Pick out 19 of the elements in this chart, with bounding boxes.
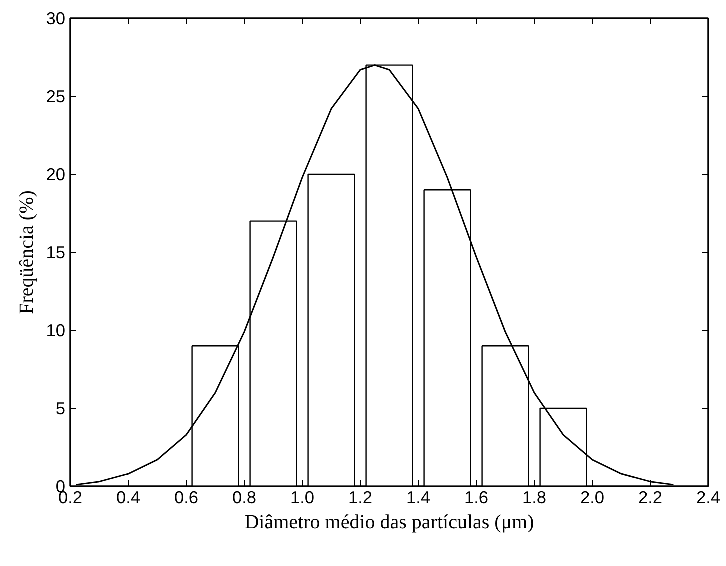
x-tick-label: 1.6 <box>464 488 489 508</box>
x-tick-label: 2.4 <box>696 488 721 508</box>
x-tick-label: 0.6 <box>174 488 199 508</box>
x-tick-label: 1.4 <box>406 488 431 508</box>
y-tick-label: 20 <box>46 164 66 184</box>
x-tick-label: 1.2 <box>348 488 373 508</box>
y-tick-label: 30 <box>46 8 66 28</box>
y-axis-title: Freqüência (%) <box>16 190 38 314</box>
x-tick-label: 2.0 <box>580 488 605 508</box>
x-tick-label: 1.0 <box>290 488 315 508</box>
y-tick-label: 25 <box>46 86 66 106</box>
y-tick-label: 10 <box>46 320 66 340</box>
y-tick-label: 15 <box>46 242 66 262</box>
y-tick-label: 5 <box>56 398 66 418</box>
x-axis-title: Diâmetro médio das partículas (μm) <box>244 512 534 534</box>
x-tick-label: 0.4 <box>116 488 141 508</box>
x-tick-label: 2.2 <box>638 488 663 508</box>
x-tick-label: 0.8 <box>232 488 257 508</box>
x-tick-label: 1.8 <box>522 488 547 508</box>
